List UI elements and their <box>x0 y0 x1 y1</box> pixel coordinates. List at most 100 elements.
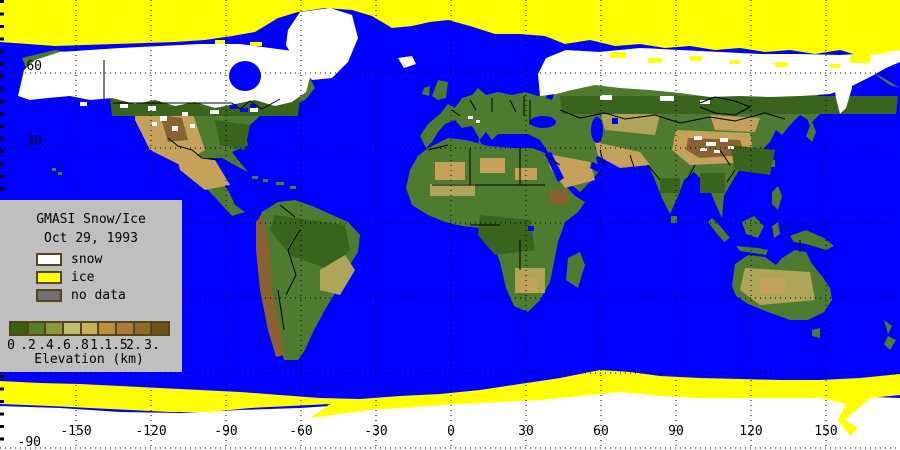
new-guinea <box>790 230 834 250</box>
no-data-label: no data <box>71 287 126 303</box>
legend-item-snow: snow <box>36 252 102 266</box>
sumatra <box>708 218 730 242</box>
amazon-dark <box>270 215 350 270</box>
snow-swatch <box>36 252 62 266</box>
no-data-swatch <box>36 288 62 302</box>
great-lake-2 <box>240 108 248 112</box>
elevation-tick: .6 <box>55 338 71 353</box>
snow-label: snow <box>71 251 103 267</box>
elevation-tick: 3. <box>144 338 160 353</box>
caspian-sea <box>591 117 603 143</box>
arctic-sea-ice <box>0 0 900 56</box>
sahara-tan-1 <box>435 162 465 180</box>
red-sea <box>545 152 564 182</box>
sahel-khaki <box>430 184 475 196</box>
lon-label: -60 <box>289 424 313 439</box>
elevation-cell <box>81 323 100 334</box>
lon-label: 90 <box>668 424 684 439</box>
tasmania <box>812 328 820 338</box>
lon-label: 60 <box>593 424 609 439</box>
elevation-cell <box>99 323 118 334</box>
siberia-dark <box>560 96 898 114</box>
greenland-snow <box>286 8 358 80</box>
antarctica-snow <box>0 386 900 450</box>
lon-label: -150 <box>60 424 92 439</box>
south-china-dark <box>730 145 775 175</box>
elevation-cell <box>28 323 47 334</box>
elevation-tick: 1.5 <box>104 338 128 353</box>
iran-tan <box>595 142 650 168</box>
ice-label: ice <box>71 269 95 285</box>
snow-edge-patches <box>80 95 710 114</box>
indochina-dark <box>700 173 725 193</box>
sahara-tan-3 <box>515 168 537 180</box>
elevation-cell <box>11 323 29 334</box>
north-america-snow <box>18 44 312 108</box>
lon-label: 150 <box>814 424 838 439</box>
elevation-cell <box>117 323 135 334</box>
sahara-tan-2 <box>480 158 505 173</box>
ice-swatch <box>36 270 62 284</box>
iceland-snow <box>398 56 416 68</box>
elevation-cell <box>46 323 65 334</box>
eurasia-snow <box>538 48 900 97</box>
legend-item-ice: ice <box>36 270 94 284</box>
lon-label: -30 <box>364 424 388 439</box>
siberian-ice-patches <box>215 40 870 68</box>
philippines <box>772 186 782 210</box>
elevation-colorbar <box>9 321 170 336</box>
elevation-cell <box>152 323 169 334</box>
antarctic-sea-ice <box>0 370 900 436</box>
legend-item-no-data: no data <box>36 288 126 302</box>
lon-label: -90 <box>214 424 238 439</box>
elevation-tick: 0 <box>7 338 15 353</box>
andes <box>256 215 284 357</box>
ethiopia-brown <box>550 190 568 204</box>
ireland <box>422 86 430 96</box>
elevation-ticks: 0 .2 .4 .6 .8 1. 1.5 2. 3. <box>0 338 182 353</box>
kalahari-tan <box>520 278 538 293</box>
sulawesi <box>772 222 780 238</box>
great-lake-3 <box>250 104 256 108</box>
persian-gulf <box>590 162 602 172</box>
java <box>736 246 768 255</box>
elevation-axis-label: Elevation (km) <box>34 352 144 367</box>
lon-label: 30 <box>518 424 534 439</box>
lat-label: -90 <box>17 435 41 450</box>
country-borders <box>103 60 801 331</box>
elevation-patches <box>110 96 898 357</box>
lon-label: 120 <box>739 424 763 439</box>
rockies-snow-specks <box>148 106 195 131</box>
great-lake-1 <box>230 104 237 109</box>
elevation-tick: 1. <box>90 338 106 353</box>
legend-panel: GMASI Snow/Ice Oct 29, 1993 snow ice no … <box>0 200 182 372</box>
lat-label: 60 <box>26 59 42 74</box>
taiwan <box>770 160 775 167</box>
gobi-tan <box>710 115 760 132</box>
madagascar <box>566 252 585 288</box>
elevation-cell <box>64 323 82 334</box>
snow-cover <box>18 8 900 153</box>
lat-label: 30 <box>26 134 42 149</box>
east-us-dark <box>215 120 250 150</box>
alps-snow-specks <box>468 116 480 123</box>
hudson-bay-open <box>229 61 261 91</box>
lake-victoria <box>528 226 534 231</box>
australia-tan <box>760 278 785 293</box>
black-sea <box>530 116 556 128</box>
japan <box>806 116 816 142</box>
elevation-tick: .8 <box>73 338 89 353</box>
legend-title: GMASI Snow/Ice <box>36 212 146 227</box>
aral-sea <box>612 118 618 124</box>
borneo <box>742 216 764 238</box>
elevation-tick: .2 <box>20 338 36 353</box>
brazil-highlands <box>320 255 355 295</box>
caribbean-islands <box>52 168 296 189</box>
lon-label: -120 <box>135 424 167 439</box>
lon-label: 0 <box>447 424 455 439</box>
united-kingdom <box>432 80 448 100</box>
